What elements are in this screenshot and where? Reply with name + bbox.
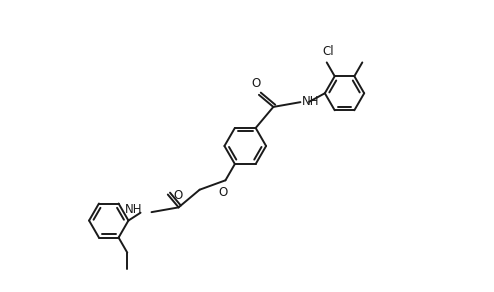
Text: NH: NH (302, 95, 319, 108)
Text: O: O (173, 190, 183, 202)
Text: NH: NH (125, 203, 142, 216)
Text: O: O (251, 77, 261, 90)
Text: Cl: Cl (323, 45, 334, 58)
Text: O: O (218, 186, 228, 199)
